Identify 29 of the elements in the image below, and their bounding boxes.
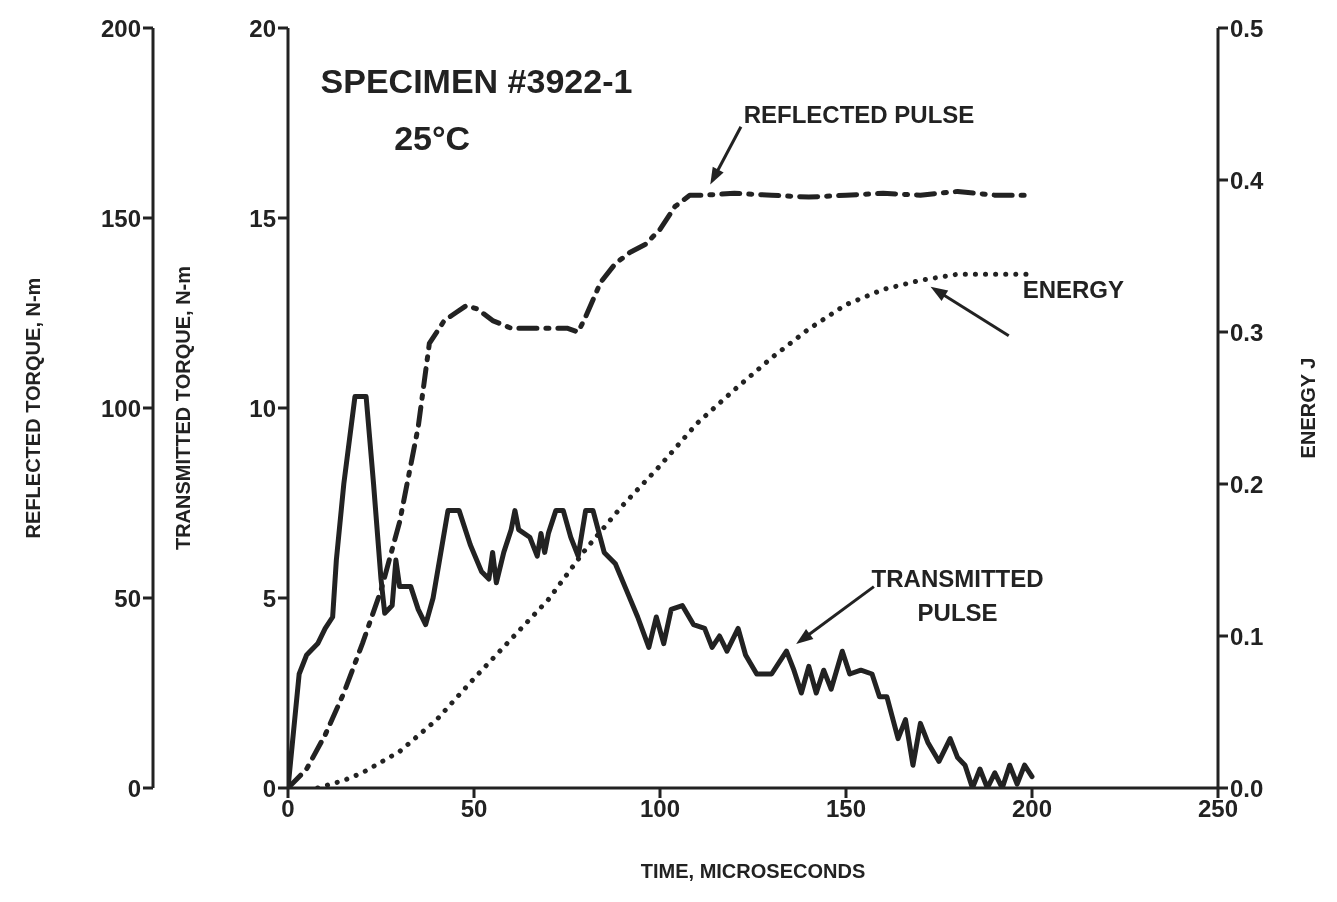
x-tick-label: 150 (825, 795, 867, 823)
y-tick-label: 15 (249, 204, 276, 232)
y3-tick-label: 50 (114, 584, 141, 612)
y3-tick-label: 100 (100, 394, 141, 422)
text: REFLECTED PULSE (743, 101, 975, 128)
y3-tick-label: 150 (100, 204, 141, 232)
y-tick-label: 20 (249, 14, 276, 42)
y3-tick-label: 0 (127, 774, 141, 802)
annotation: 25°C (394, 118, 471, 157)
x-tick-label: 50 (460, 795, 488, 823)
y2-tick-label: 0.3 (1230, 318, 1264, 346)
y-tick-label: 0 (262, 774, 276, 802)
series-label: TRANSMITTED PULSE (871, 564, 1044, 626)
y3-axis-title: REFLECTED TORQUE, N-m (22, 277, 45, 539)
y3-tick-label: 200 (100, 14, 141, 42)
series-label: ENERGY (1022, 275, 1125, 303)
y2-tick-label: 0.2 (1230, 470, 1264, 498)
x-tick-label: 100 (639, 795, 681, 823)
y2-tick-label: 0.1 (1230, 622, 1264, 650)
annotation: SPECIMEN #3922-1 (320, 61, 633, 100)
y2-tick-label: 0.4 (1230, 166, 1265, 194)
y2-axis-title: ENERGY J (1297, 357, 1320, 459)
x-tick-label: 200 (1011, 795, 1053, 823)
y2-tick-label: 0.5 (1230, 14, 1264, 42)
y-tick-label: 10 (249, 394, 276, 422)
x-tick-label: 0 (281, 795, 295, 823)
y-tick-label: 5 (262, 584, 276, 612)
y-axis-title: TRANSMITTED TORQUE, N-m (172, 265, 195, 551)
x-axis-title: TIME, MICROSECONDS (640, 860, 866, 882)
